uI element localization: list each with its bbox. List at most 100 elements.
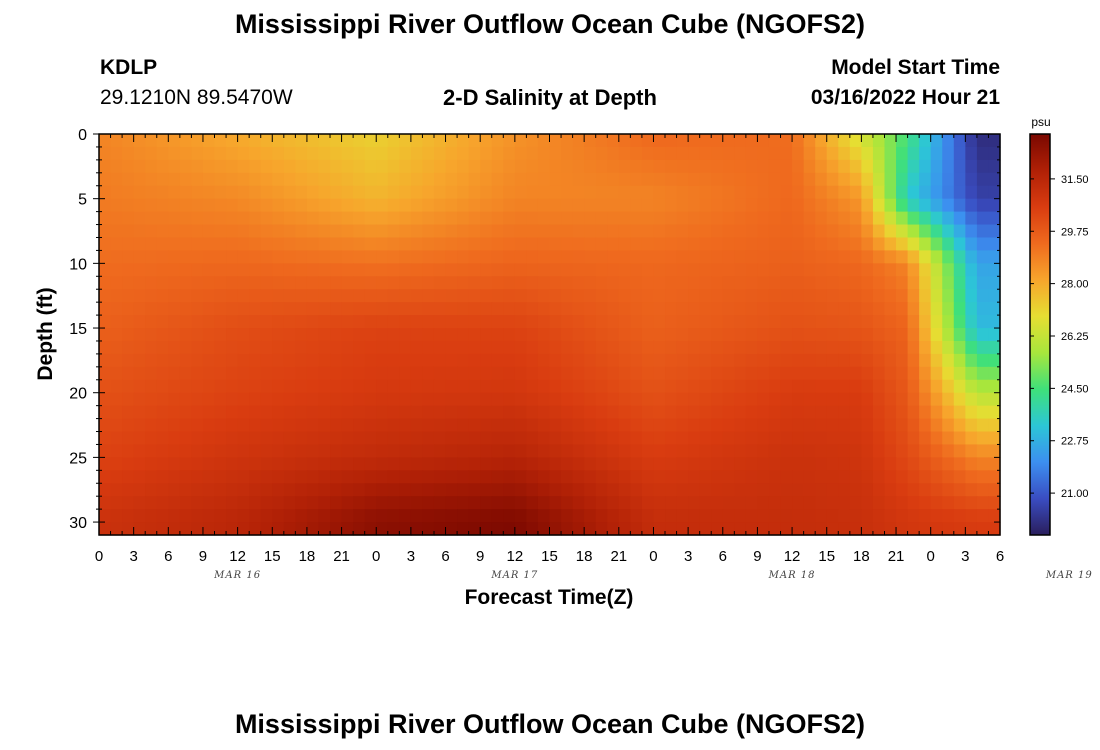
- heatmap-cell: [607, 522, 620, 536]
- heatmap-cell: [272, 302, 285, 316]
- heatmap-cell: [861, 483, 874, 497]
- heatmap-cell: [133, 418, 146, 433]
- heatmap-cell: [838, 444, 851, 458]
- heatmap-cell: [780, 315, 793, 329]
- heatmap-cell: [433, 509, 447, 523]
- heatmap-cell: [341, 496, 354, 510]
- heatmap-cell: [468, 509, 481, 523]
- heatmap-cell: [722, 224, 735, 239]
- heatmap-cell: [757, 250, 770, 264]
- heatmap-cell: [387, 457, 400, 471]
- heatmap-cell: [896, 224, 909, 239]
- heatmap-cell: [884, 444, 897, 458]
- heatmap-cell: [503, 134, 516, 148]
- heatmap-cell: [526, 405, 539, 420]
- heatmap-cell: [595, 470, 608, 484]
- heatmap-cell: [595, 496, 608, 510]
- x-tick-label: 15: [541, 548, 558, 565]
- heatmap-cell: [364, 353, 377, 368]
- heatmap-cell: [99, 211, 112, 226]
- heatmap-cell: [630, 198, 643, 213]
- heatmap-cell: [191, 328, 204, 342]
- heatmap-cell: [179, 470, 193, 484]
- heatmap-cell: [792, 522, 805, 536]
- heatmap-cell: [295, 444, 308, 458]
- heatmap-cell: [537, 405, 551, 420]
- heatmap-cell: [503, 444, 516, 458]
- heatmap-cell: [780, 134, 793, 148]
- heatmap-cell: [410, 263, 424, 277]
- heatmap-cell: [364, 496, 377, 510]
- heatmap-cell: [202, 444, 216, 458]
- heatmap-cell: [237, 224, 250, 239]
- heatmap-cell: [930, 366, 943, 381]
- heatmap-cell: [584, 250, 597, 264]
- heatmap-cell: [676, 185, 689, 200]
- heatmap-cell: [988, 328, 1001, 342]
- heatmap-cell: [537, 483, 551, 497]
- heatmap-cell: [711, 457, 724, 471]
- heatmap-cell: [514, 496, 527, 510]
- heatmap-cell: [156, 496, 169, 510]
- heatmap-cell: [745, 418, 759, 433]
- heatmap-cell: [145, 198, 158, 213]
- heatmap-cell: [699, 392, 712, 407]
- heatmap-cell: [699, 211, 712, 226]
- heatmap-cell: [757, 457, 770, 471]
- heatmap-cell: [757, 431, 770, 446]
- heatmap-cell: [838, 185, 851, 200]
- heatmap-cell: [272, 444, 285, 458]
- heatmap-cell: [699, 159, 712, 174]
- heatmap-cell: [168, 146, 181, 161]
- heatmap-cell: [884, 134, 897, 148]
- heatmap-cell: [711, 237, 724, 252]
- heatmap-cell: [445, 431, 458, 446]
- heatmap-cell: [133, 431, 146, 446]
- heatmap-cell: [341, 457, 354, 471]
- heatmap-cell: [595, 224, 608, 239]
- heatmap-cell: [630, 431, 643, 446]
- heatmap-cell: [872, 172, 886, 187]
- model-start-value: 03/16/2022 Hour 21: [810, 86, 1000, 109]
- heatmap-cell: [468, 146, 481, 161]
- heatmap-cell: [399, 302, 412, 316]
- heatmap-cell: [630, 134, 643, 148]
- heatmap-cell: [930, 302, 943, 316]
- heatmap-cell: [387, 392, 400, 407]
- heatmap-cell: [330, 237, 343, 252]
- heatmap-cell: [722, 470, 735, 484]
- heatmap-cell: [330, 431, 343, 446]
- heatmap-cell: [330, 392, 343, 407]
- heatmap-cell: [503, 509, 516, 523]
- heatmap-cell: [306, 185, 320, 200]
- heatmap-cell: [976, 353, 990, 368]
- heatmap-cell: [353, 134, 366, 148]
- heatmap-cell: [872, 522, 886, 536]
- heatmap-cell: [99, 457, 112, 471]
- heatmap-cell: [965, 302, 978, 316]
- heatmap-cell: [445, 496, 458, 510]
- heatmap-cell: [168, 522, 181, 536]
- heatmap-cell: [387, 146, 400, 161]
- heatmap-cell: [364, 431, 377, 446]
- heatmap-cell: [930, 328, 943, 342]
- heatmap-cell: [641, 457, 655, 471]
- heatmap-cell: [318, 289, 331, 303]
- heatmap-cell: [179, 457, 193, 471]
- heatmap-cell: [699, 483, 712, 497]
- heatmap-cell: [815, 431, 828, 446]
- y-tick-label: 15: [69, 321, 87, 338]
- heatmap-cell: [179, 392, 193, 407]
- heatmap-cell: [607, 315, 620, 329]
- heatmap-cell: [768, 172, 782, 187]
- heatmap-cell: [688, 134, 701, 148]
- heatmap-cell: [699, 418, 712, 433]
- heatmap-cell: [942, 263, 955, 277]
- heatmap-cell: [849, 172, 862, 187]
- heatmap-cell: [468, 418, 481, 433]
- heatmap-cell: [318, 185, 331, 200]
- heatmap-cell: [734, 366, 747, 381]
- heatmap-cell: [306, 211, 320, 226]
- heatmap-cell: [595, 444, 608, 458]
- heatmap-cell: [965, 289, 978, 303]
